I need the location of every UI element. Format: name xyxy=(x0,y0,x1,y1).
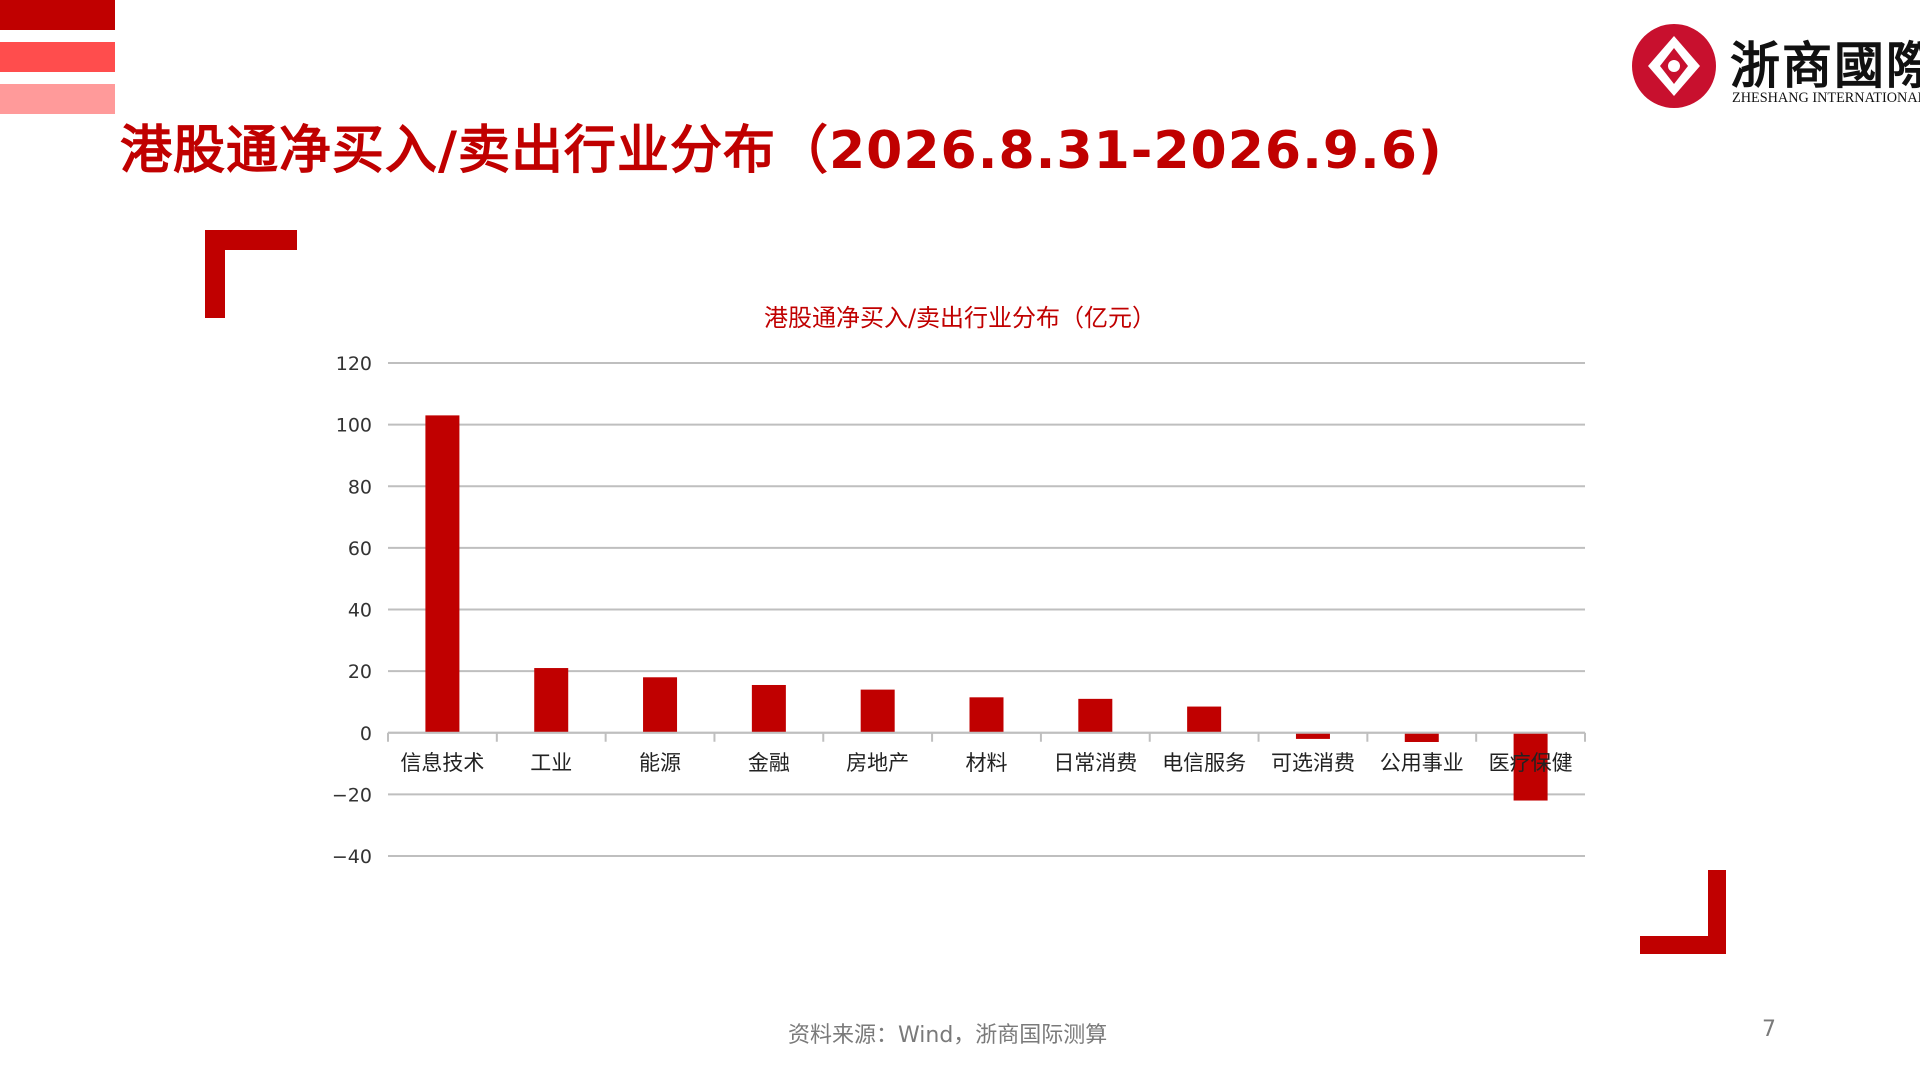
bar xyxy=(1187,706,1222,733)
category-label: 日常消费 xyxy=(1053,751,1137,775)
chart-bars xyxy=(425,415,1548,801)
page-title: 港股通净买入/卖出行业分布（2026.8.31-2026.9.6) xyxy=(120,121,1443,181)
y-tick-label: 20 xyxy=(348,661,372,683)
logo-emblem-icon xyxy=(1632,24,1716,108)
category-label: 医疗保健 xyxy=(1489,751,1573,775)
x-axis-categories: 信息技术 工业 能源 金融 房地产 材料 日常消费 电信服务 可选消费 公用事业 医疗保健 xyxy=(400,751,1572,775)
category-label: 工业 xyxy=(530,751,572,775)
category-label: 信息技术 xyxy=(400,751,484,775)
y-tick-label: 40 xyxy=(348,600,372,622)
bar xyxy=(643,677,678,733)
y-tick-label: 80 xyxy=(348,476,372,498)
y-tick-label: 0 xyxy=(360,723,372,745)
bar xyxy=(1078,698,1113,733)
y-tick-label: 120 xyxy=(336,353,372,375)
logo-name-cn: 浙商國際 xyxy=(1730,36,1920,95)
bar xyxy=(969,697,1004,733)
logo-name-en: ZHESHANG INTERNATIONAL xyxy=(1732,90,1920,106)
chart-gridlines xyxy=(388,362,1585,857)
bar xyxy=(751,684,786,733)
bar xyxy=(534,668,569,733)
category-label: 电信服务 xyxy=(1162,751,1246,775)
category-label: 公用事业 xyxy=(1380,751,1464,775)
category-label: 材料 xyxy=(966,751,1008,775)
header-stripe-dark xyxy=(0,0,115,30)
category-label: 金融 xyxy=(748,751,790,775)
category-label: 能源 xyxy=(639,751,681,775)
bar xyxy=(1295,732,1330,739)
bar xyxy=(1513,732,1548,801)
bar xyxy=(425,415,460,733)
header-stripe-light xyxy=(0,84,115,114)
header-stripe-medium xyxy=(0,42,115,72)
y-axis-ticks: 120 100 80 60 40 20 0 −20 −40 xyxy=(332,353,372,868)
chart-title: 港股通净买入/卖出行业分布（亿元） xyxy=(764,304,1156,332)
bar xyxy=(860,689,895,733)
category-label: 房地产 xyxy=(846,751,909,775)
y-tick-label: −20 xyxy=(332,784,372,806)
y-tick-label: 100 xyxy=(336,415,372,437)
y-tick-label: −40 xyxy=(332,846,372,868)
source-note: 资料来源：Wind，浙商国际测算 xyxy=(788,1023,1108,1048)
company-logo: 浙商國際 ZHESHANG INTERNATIONAL xyxy=(1630,22,1920,112)
x-axis xyxy=(387,731,1586,742)
page-number: 7 xyxy=(1762,1017,1776,1042)
bar xyxy=(1404,732,1439,742)
category-label: 可选消费 xyxy=(1271,751,1355,775)
y-tick-label: 60 xyxy=(348,538,372,560)
